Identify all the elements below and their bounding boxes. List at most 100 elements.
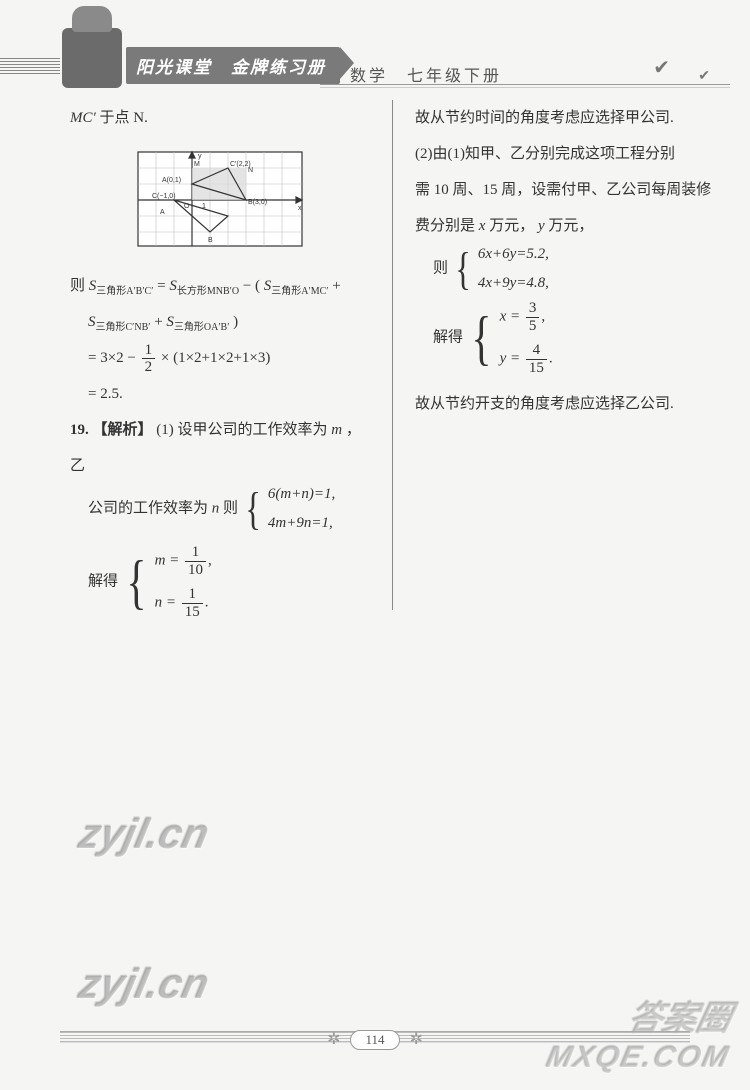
paragraph: 需 10 周、15 周，设需付甲、乙公司每周装修 — [415, 172, 720, 208]
text: (1) 设甲公司的工作效率为 — [156, 422, 331, 438]
paragraph: (2)由(1)知甲、乙分别完成这项工程分别 — [415, 136, 720, 172]
page-number: 114 — [350, 1030, 399, 1050]
math-var: y — [538, 218, 545, 234]
svg-text:N: N — [248, 167, 253, 174]
solution-system: { x = 3 5 , y = 4 15 . — [467, 300, 553, 376]
sys-label: 则 — [433, 260, 448, 276]
sol-row: m = 1 10 , — [155, 544, 212, 578]
text: 费分别是 — [415, 218, 479, 234]
equation-system: { 6x+6y=5.2, 4x+9y=4.8, — [452, 244, 549, 294]
text: 于点 N. — [100, 110, 148, 126]
q19-line2: 公司的工作效率为 n 则 { 6(m+n)=1, 4m+9n=1, — [70, 484, 370, 534]
text: = 3×2 − — [88, 350, 140, 366]
subscript: 长方形MNB′O — [177, 286, 239, 297]
bird-icon: ✔ — [653, 55, 670, 80]
sol-row: y = 4 15 . — [500, 342, 553, 376]
math-var: S — [88, 314, 96, 330]
denominator: 15 — [526, 360, 547, 377]
text: 则 — [223, 500, 238, 516]
svg-text:O: O — [184, 203, 190, 210]
fraction: 1 15 — [180, 586, 205, 620]
math-var: x — [479, 218, 486, 234]
eq-row: 4m+9n=1, — [268, 513, 335, 534]
svg-text:M: M — [194, 161, 200, 168]
paragraph: 故从节约时间的角度考虑应选择甲公司. — [415, 100, 720, 136]
equation-system: { 6(m+n)=1, 4m+9n=1, — [242, 484, 335, 534]
column-divider — [392, 100, 393, 610]
svg-text:C(−1,0): C(−1,0) — [152, 193, 176, 200]
text: 则 — [70, 278, 89, 294]
math-var: n — [212, 500, 220, 516]
content-area: MC′ 于点 N. — [70, 100, 720, 1030]
denominator: 5 — [526, 318, 540, 335]
fraction: 1 10 — [183, 544, 208, 578]
solve-label: 解得 — [88, 573, 118, 589]
numerator: 4 — [526, 342, 547, 360]
page-header: 阳光课堂 金牌练习册 数学 七年级下册 ✔ ✔ — [0, 0, 750, 90]
numerator: 1 — [182, 586, 203, 604]
subscript: 三角形A′B′C′ — [96, 286, 153, 297]
eq-row: 6(m+n)=1, — [268, 484, 335, 505]
solve-label: 解得 — [433, 329, 463, 345]
bird-icon: ✔ — [698, 68, 710, 85]
denominator: 10 — [185, 562, 206, 579]
math-var: S — [166, 314, 174, 330]
text: 万元， — [548, 218, 593, 234]
numerator: 1 — [185, 544, 206, 562]
text: . — [549, 350, 553, 366]
svg-text:A: A — [160, 209, 165, 216]
calc-line-1: = 3×2 − 1 2 × (1×2+1×2+1×3) — [70, 340, 370, 376]
area-formula-line1: 则 S三角形A′B′C′ = S长方形MNB′O − ( S三角形A′MC′ + — [70, 268, 370, 304]
right-column: 故从节约时间的角度考虑应选择甲公司. (2)由(1)知甲、乙分别完成这项工程分别… — [397, 100, 720, 1030]
numerator: 1 — [142, 342, 156, 360]
solution-system: { m = 1 10 , n = 1 15 . — [122, 544, 212, 620]
solve-block: 解得 { x = 3 5 , y = 4 15 — [415, 300, 720, 376]
coordinate-graph: C′(2,2) A(0,1) C(−1,0) O 1 B(3,0) A B M … — [130, 144, 310, 254]
text: + — [154, 314, 166, 330]
header-block: 阳光课堂 金牌练习册 — [62, 40, 392, 84]
solve-block: 解得 { m = 1 10 , n = 1 1 — [70, 544, 370, 620]
fraction: 1 2 — [140, 342, 158, 376]
math-var: m — [331, 422, 342, 438]
question-number: 19. — [70, 422, 89, 438]
page-footer: ✲ 114 ✲ — [0, 1031, 750, 1068]
header-underline — [320, 84, 730, 88]
text: n = — [155, 594, 180, 610]
analysis-tag: 【解析】 — [93, 422, 153, 438]
paragraph: 故从节约开支的角度考虑应选择乙公司. — [415, 386, 720, 422]
subscript: 三角形OA′B′ — [174, 322, 230, 333]
subject-label: 数学 七年级下册 — [350, 62, 502, 86]
eq-row: 6x+6y=5.2, — [478, 244, 549, 265]
text-line: MC′ 于点 N. — [70, 100, 370, 136]
system-block: 则 { 6x+6y=5.2, 4x+9y=4.8, — [415, 244, 720, 294]
pinwheel-icon: ✲ — [327, 1029, 340, 1049]
svg-text:A(0,1): A(0,1) — [162, 177, 181, 184]
q19-line1: 19. 【解析】 (1) 设甲公司的工作效率为 m ，乙 — [70, 412, 370, 484]
svg-text:B(3,0): B(3,0) — [248, 199, 267, 206]
denominator: 2 — [142, 359, 156, 376]
sol-row: x = 3 5 , — [500, 300, 553, 334]
eq-row: 4x+9y=4.8, — [478, 273, 549, 294]
math-var: MC′ — [70, 110, 96, 126]
text: x = — [500, 308, 524, 324]
text: m = — [155, 552, 183, 568]
text: ) — [233, 314, 238, 330]
text: , — [208, 552, 212, 568]
text: 公司的工作效率为 — [88, 500, 212, 516]
text: × (1×2+1×2+1×3) — [161, 350, 271, 366]
pinwheel-icon: ✲ — [410, 1029, 423, 1049]
denominator: 15 — [182, 604, 203, 621]
paragraph: 费分别是 x 万元， y 万元， — [415, 208, 720, 244]
svg-text:1: 1 — [202, 203, 206, 210]
area-formula-line2: S三角形C′NB′ + S三角形OA′B′ ) — [70, 304, 370, 340]
header-stripes — [0, 58, 60, 76]
brace-icon: { — [126, 558, 146, 606]
text: y = — [500, 350, 524, 366]
svg-text:B: B — [208, 237, 213, 244]
binocular-icon — [62, 28, 122, 88]
calc-line-2: = 2.5. — [70, 376, 370, 412]
fraction: 4 15 — [524, 342, 549, 376]
text: = — [157, 278, 169, 294]
text: − ( — [243, 278, 260, 294]
left-column: MC′ 于点 N. — [70, 100, 388, 1030]
